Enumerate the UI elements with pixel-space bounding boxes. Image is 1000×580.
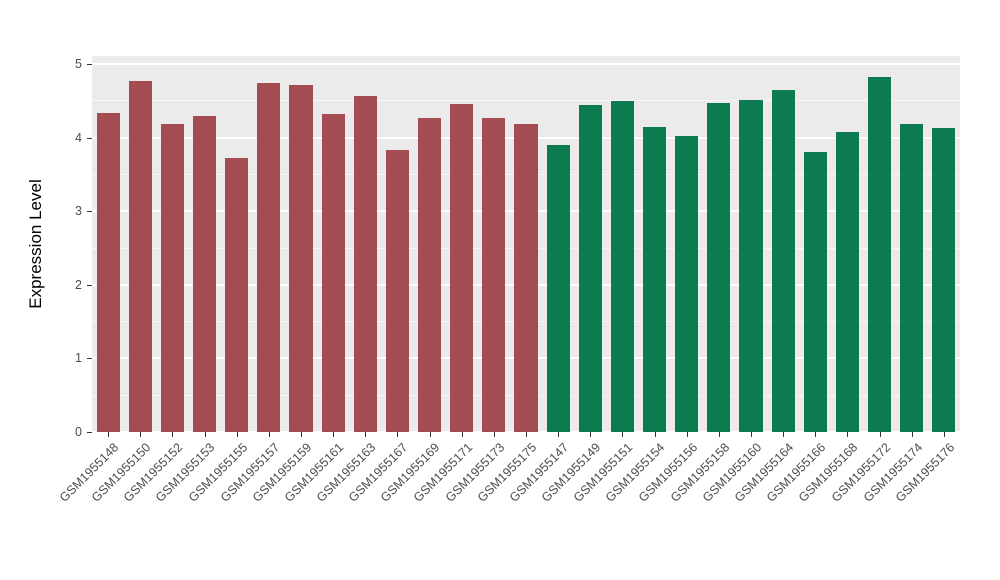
- x-tick-mark: [397, 432, 399, 437]
- y-tick-label: 1: [75, 351, 82, 366]
- y-tick-mark: [87, 211, 92, 213]
- x-tick-mark: [718, 432, 720, 437]
- x-tick-mark: [911, 432, 913, 437]
- y-tick-label: 3: [75, 204, 82, 219]
- bar: [385, 150, 409, 432]
- bar: [578, 105, 602, 432]
- x-tick-mark: [879, 432, 881, 437]
- bar: [707, 103, 731, 432]
- gridline-major: [92, 63, 960, 65]
- bar: [675, 136, 699, 432]
- bar: [643, 127, 667, 432]
- y-tick-label: 5: [75, 57, 82, 71]
- bar: [546, 144, 570, 432]
- x-tick-mark: [686, 432, 688, 437]
- bar: [803, 152, 827, 432]
- bar: [835, 132, 860, 432]
- bar: [225, 158, 249, 432]
- bar: [868, 77, 892, 432]
- gridline-minor: [92, 100, 960, 102]
- x-tick-mark: [140, 432, 142, 437]
- bar: [610, 100, 634, 432]
- bar: [450, 103, 474, 432]
- x-tick-mark: [526, 432, 527, 437]
- y-tick-mark: [87, 137, 92, 139]
- bar: [353, 96, 377, 432]
- x-tick-mark: [622, 432, 624, 437]
- y-tick-label: 0: [75, 425, 82, 439]
- bar: [321, 114, 345, 432]
- x-tick-mark: [461, 432, 463, 437]
- x-tick-mark: [268, 432, 270, 437]
- bar: [482, 118, 506, 432]
- x-tick-mark: [943, 432, 945, 437]
- x-tick-mark: [783, 432, 785, 437]
- bar: [192, 115, 217, 432]
- bar: [289, 84, 313, 432]
- plot-panel: [92, 56, 960, 433]
- x-tick-mark: [333, 432, 335, 437]
- bar: [739, 100, 763, 432]
- bar: [514, 124, 538, 432]
- bar: [417, 117, 442, 432]
- y-tick-label: 2: [75, 277, 82, 292]
- x-tick-mark: [172, 432, 174, 437]
- bar: [160, 124, 184, 432]
- x-tick-mark: [429, 432, 431, 437]
- x-tick-mark: [236, 432, 238, 437]
- bar: [128, 80, 152, 432]
- bar: [900, 124, 924, 432]
- x-tick-label: GSM1955176: [892, 440, 958, 505]
- y-tick-mark: [87, 432, 92, 433]
- x-tick-mark: [751, 432, 753, 437]
- x-tick-mark: [815, 432, 817, 437]
- x-tick-mark: [204, 432, 206, 437]
- bar: [932, 128, 956, 432]
- x-tick-mark: [847, 432, 849, 437]
- y-tick-mark: [87, 358, 92, 360]
- bar: [771, 89, 795, 432]
- y-tick-mark: [87, 64, 92, 65]
- y-tick-label: 4: [75, 130, 82, 145]
- y-tick-mark: [87, 284, 92, 286]
- bar: [96, 113, 120, 432]
- x-tick-mark: [108, 432, 110, 437]
- x-tick-mark: [558, 432, 560, 437]
- bar: [257, 83, 281, 432]
- x-tick-mark: [300, 432, 302, 437]
- x-tick-mark: [654, 432, 656, 437]
- x-tick-mark: [590, 432, 592, 437]
- x-tick-mark: [365, 432, 367, 437]
- x-tick-mark: [493, 432, 495, 437]
